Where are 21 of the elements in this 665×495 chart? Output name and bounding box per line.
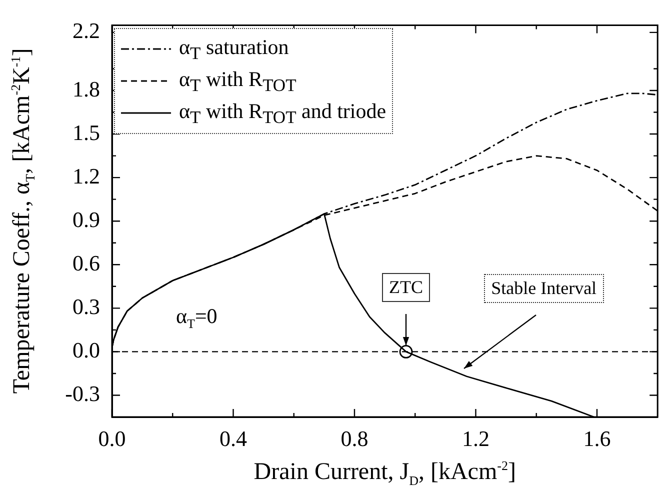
annotation: ZTC bbox=[382, 273, 430, 302]
x-tick-label: 1.2 bbox=[462, 426, 490, 451]
annotation: Stable Interval bbox=[484, 274, 604, 304]
legend-label: α$_{T}$ saturation bbox=[179, 34, 289, 64]
legend-label: α$_{T}$ with R$_{TOT}$ and triode bbox=[179, 98, 386, 128]
x-tick-label: 0.0 bbox=[98, 426, 126, 451]
y-tick-label: 2.2 bbox=[72, 18, 100, 44]
ref-line-label: α$_{T}$=0 bbox=[176, 304, 218, 331]
x-tick-label: 0.8 bbox=[340, 426, 368, 451]
y-tick-label: 0.0 bbox=[72, 337, 100, 362]
y-tick-label: 0.3 bbox=[72, 294, 100, 319]
y-tick-label: -0.3 bbox=[65, 381, 100, 406]
x-tick-label: 0.4 bbox=[219, 426, 247, 451]
y-tick-label: 0.6 bbox=[72, 250, 100, 276]
x-tick-label: 1.6 bbox=[583, 426, 611, 451]
legend-label: α$_{T}$ with R$_{TOT}$ bbox=[179, 66, 296, 96]
y-tick-label: 1.5 bbox=[72, 120, 100, 145]
y-tick-label: 1.2 bbox=[72, 163, 100, 188]
y-tick-label: 1.8 bbox=[72, 76, 100, 102]
x-axis-title: Drain Current, J$_{D}$, [kAcm$^{-2}$] bbox=[254, 458, 516, 488]
y-tick-label: 0.9 bbox=[72, 206, 100, 232]
